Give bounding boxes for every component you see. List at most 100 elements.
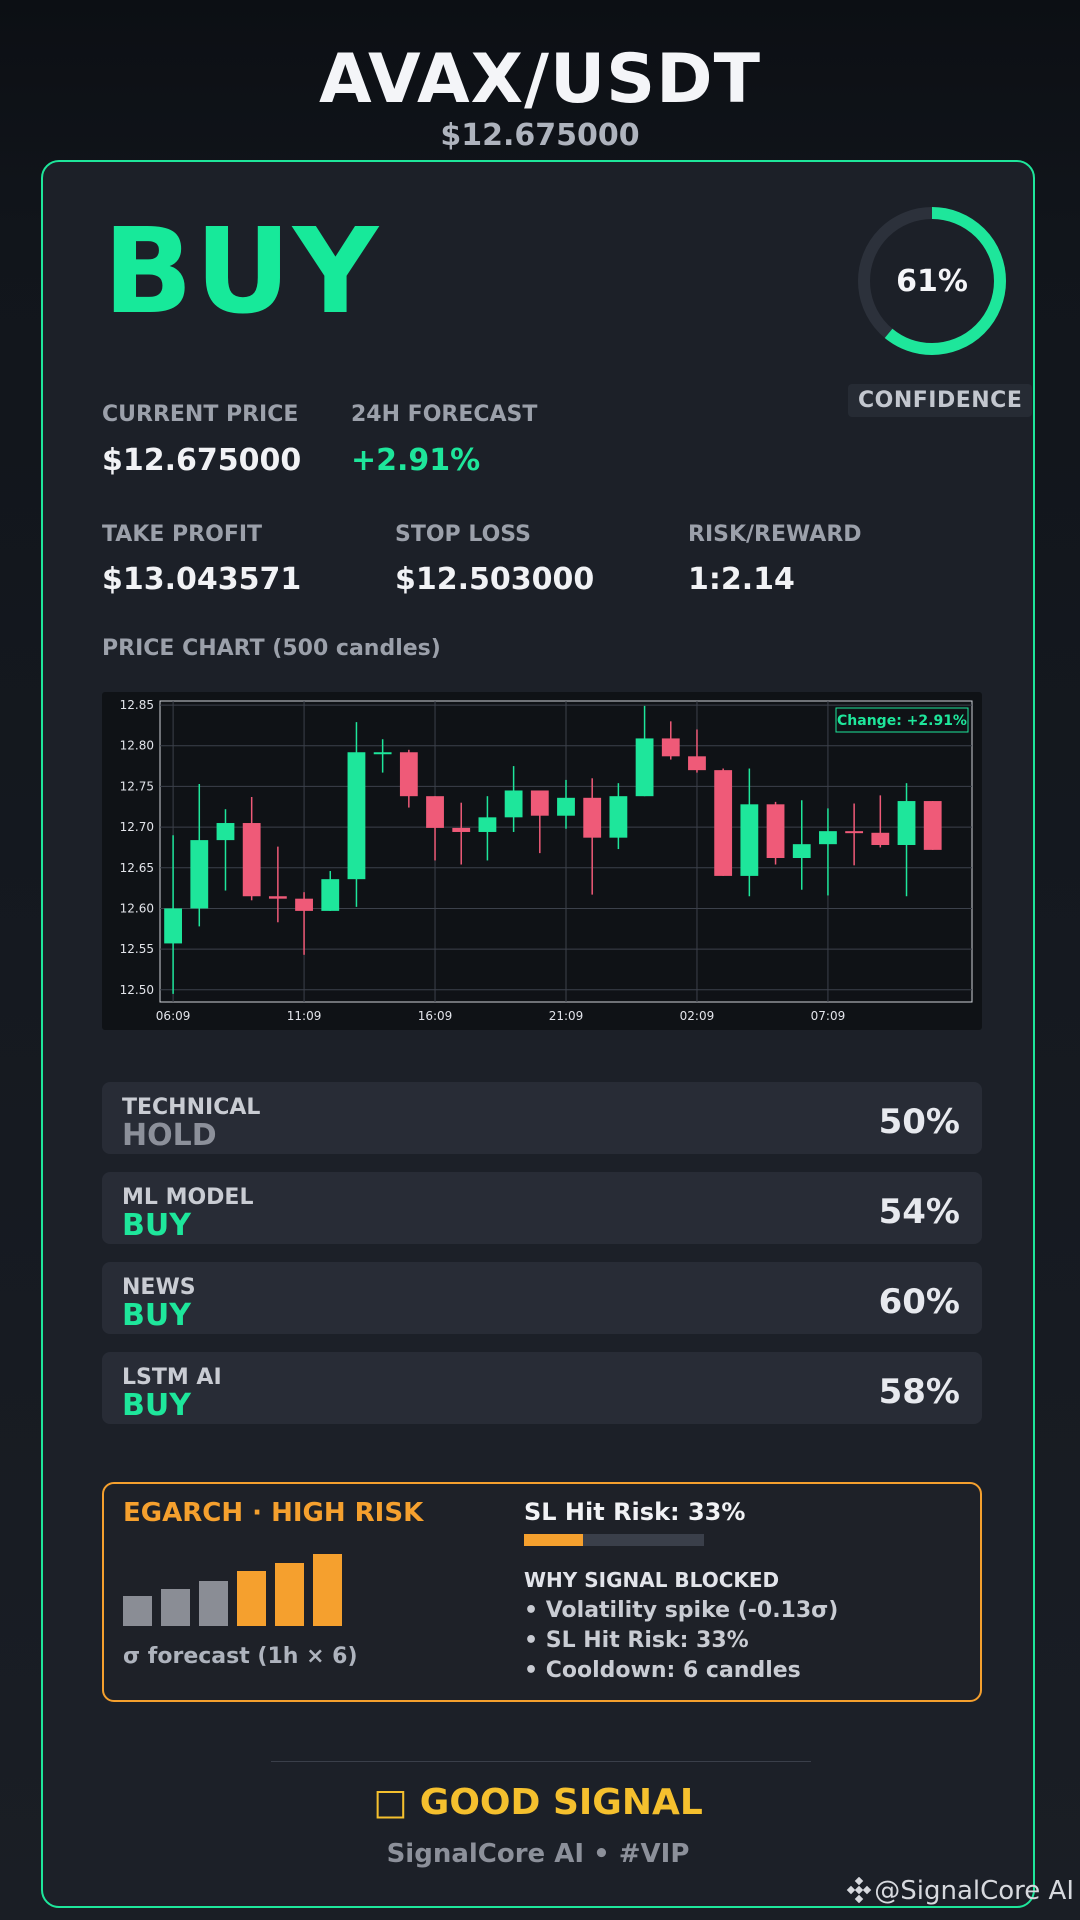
- model-percent: 58%: [878, 1372, 960, 1412]
- change-annotation-box: [835, 707, 969, 733]
- model-row-technical: TECHNICAL HOLD 50%: [102, 1082, 982, 1154]
- candle-body: [766, 804, 785, 859]
- y-tick-label: 12.70: [120, 820, 154, 834]
- current-price-label: CURRENT PRICE: [102, 402, 299, 427]
- sl-hit-risk: SL Hit Risk: 33%: [524, 1498, 746, 1526]
- confidence-gauge: [858, 207, 1006, 355]
- y-tick-label: 12.75: [120, 779, 154, 793]
- signal-card: BUY 61% CONFIDENCE CURRENT PRICE $12.675…: [41, 160, 1035, 1908]
- price-chart-svg: 12.50 12.55 12.60 12.65 12.70 12.75 12.80 12.85…: [120, 698, 973, 1023]
- y-tick-label: 12.55: [120, 942, 154, 956]
- chart-title: PRICE CHART (500 candles): [102, 636, 441, 661]
- stop-loss-value: $12.503000: [395, 562, 595, 597]
- watermark-text: @SignalCore AI: [874, 1876, 1074, 1906]
- verdict-text: GOOD SIGNAL: [419, 1782, 703, 1823]
- candle-body: [635, 738, 654, 797]
- candle-body: [557, 797, 575, 816]
- candle-body: [871, 832, 890, 845]
- sigma-bar: [237, 1571, 266, 1626]
- model-name: ML MODEL: [122, 1185, 254, 1210]
- blocked-reason: • SL Hit Risk: 33%: [524, 1628, 749, 1653]
- brand-line: SignalCore AI • #VIP: [386, 1839, 690, 1869]
- candle-body: [661, 738, 680, 757]
- candle-body: [504, 790, 523, 818]
- model-percent: 60%: [878, 1282, 960, 1322]
- candle-body: [897, 801, 916, 845]
- candle-body: [819, 831, 837, 845]
- model-signal: BUY: [122, 1208, 191, 1243]
- sigma-bar: [199, 1580, 228, 1626]
- candle-body: [478, 817, 497, 832]
- candle-body: [452, 827, 471, 832]
- sigma-bar: [275, 1562, 304, 1626]
- candle-body: [164, 908, 183, 944]
- sigma-label: σ forecast (1h × 6): [123, 1644, 358, 1669]
- stop-loss-label: STOP LOSS: [395, 522, 531, 547]
- sigma-bar: [161, 1588, 190, 1626]
- x-tick-label: 16:09: [418, 1009, 453, 1023]
- candle-body: [923, 801, 942, 850]
- header-price: $12.675000: [440, 118, 640, 153]
- diamond-logo-icon: [846, 1877, 872, 1903]
- take-profit-value: $13.043571: [102, 562, 302, 597]
- take-profit-label: TAKE PROFIT: [102, 522, 263, 547]
- risk-reward-label: RISK/REWARD: [688, 522, 862, 547]
- risk-panel: EGARCH · HIGH RISK σ forecast (1h × 6) S…: [102, 1482, 982, 1702]
- pair-title: AVAX/USDT: [319, 40, 761, 119]
- y-tick-label: 12.50: [120, 983, 154, 997]
- change-annotation: Change: +2.91%: [837, 713, 967, 729]
- model-percent: 54%: [878, 1192, 960, 1232]
- candle-body: [845, 831, 864, 834]
- x-tick-label: 21:09: [549, 1009, 584, 1023]
- blocked-reason: • Volatility spike (-0.13σ): [524, 1598, 839, 1623]
- price-chart: 12.50 12.55 12.60 12.65 12.70 12.75 12.80 12.85…: [102, 692, 982, 1030]
- risk-reward-value: 1:2.14: [688, 562, 795, 597]
- candle-body: [321, 879, 340, 911]
- candle-body: [373, 752, 392, 755]
- candle-body: [426, 796, 444, 828]
- y-tick-label: 12.80: [120, 739, 154, 753]
- confidence-value: 61%: [896, 263, 968, 299]
- sigma-bar: [313, 1554, 342, 1626]
- model-name: NEWS: [122, 1275, 196, 1300]
- model-signal: HOLD: [122, 1118, 217, 1153]
- x-tick-label: 11:09: [287, 1009, 322, 1023]
- candle-body: [399, 752, 418, 797]
- signal-action: BUY: [103, 202, 381, 340]
- y-tick-label: 12.85: [120, 698, 154, 712]
- candle-body: [268, 896, 287, 899]
- x-tick-label: 06:09: [156, 1009, 191, 1023]
- sigma-bar: [123, 1595, 152, 1626]
- blocked-reasons: • Volatility spike (-0.13σ) • SL Hit Ris…: [524, 1596, 838, 1686]
- candle-body: [688, 756, 706, 771]
- watermark: @SignalCore AI: [846, 1876, 1074, 1906]
- why-blocked-title: WHY SIGNAL BLOCKED: [524, 1568, 780, 1592]
- candle-body: [242, 823, 261, 897]
- model-row-ml: ML MODEL BUY 54%: [102, 1172, 982, 1244]
- current-price-value: $12.675000: [102, 443, 302, 478]
- verdict-icon: □: [373, 1782, 408, 1823]
- sigma-forecast-bars: [123, 1554, 363, 1626]
- candle-body: [216, 823, 235, 841]
- risk-title: EGARCH · HIGH RISK: [123, 1498, 424, 1528]
- candle-body: [792, 844, 811, 859]
- candle-body: [295, 898, 313, 911]
- verdict: □ GOOD SIGNAL: [43, 1782, 1033, 1823]
- model-percent: 50%: [878, 1102, 960, 1142]
- model-row-news: NEWS BUY 60%: [102, 1262, 982, 1334]
- candle-body: [609, 796, 628, 838]
- y-tick-label: 12.65: [120, 861, 154, 875]
- confidence-label: CONFIDENCE: [848, 384, 1033, 417]
- candle-body: [347, 752, 366, 880]
- candle-body: [190, 840, 209, 909]
- footer-divider: [271, 1761, 811, 1762]
- model-signal: BUY: [122, 1298, 191, 1333]
- model-signal: BUY: [122, 1388, 191, 1423]
- candle-body: [530, 790, 549, 816]
- x-tick-label: 02:09: [680, 1009, 715, 1023]
- model-name: LSTM AI: [122, 1365, 222, 1390]
- candle-body: [714, 770, 733, 876]
- candle-body: [740, 804, 759, 876]
- model-row-lstm: LSTM AI BUY 58%: [102, 1352, 982, 1424]
- blocked-reason: • Cooldown: 6 candles: [524, 1658, 801, 1683]
